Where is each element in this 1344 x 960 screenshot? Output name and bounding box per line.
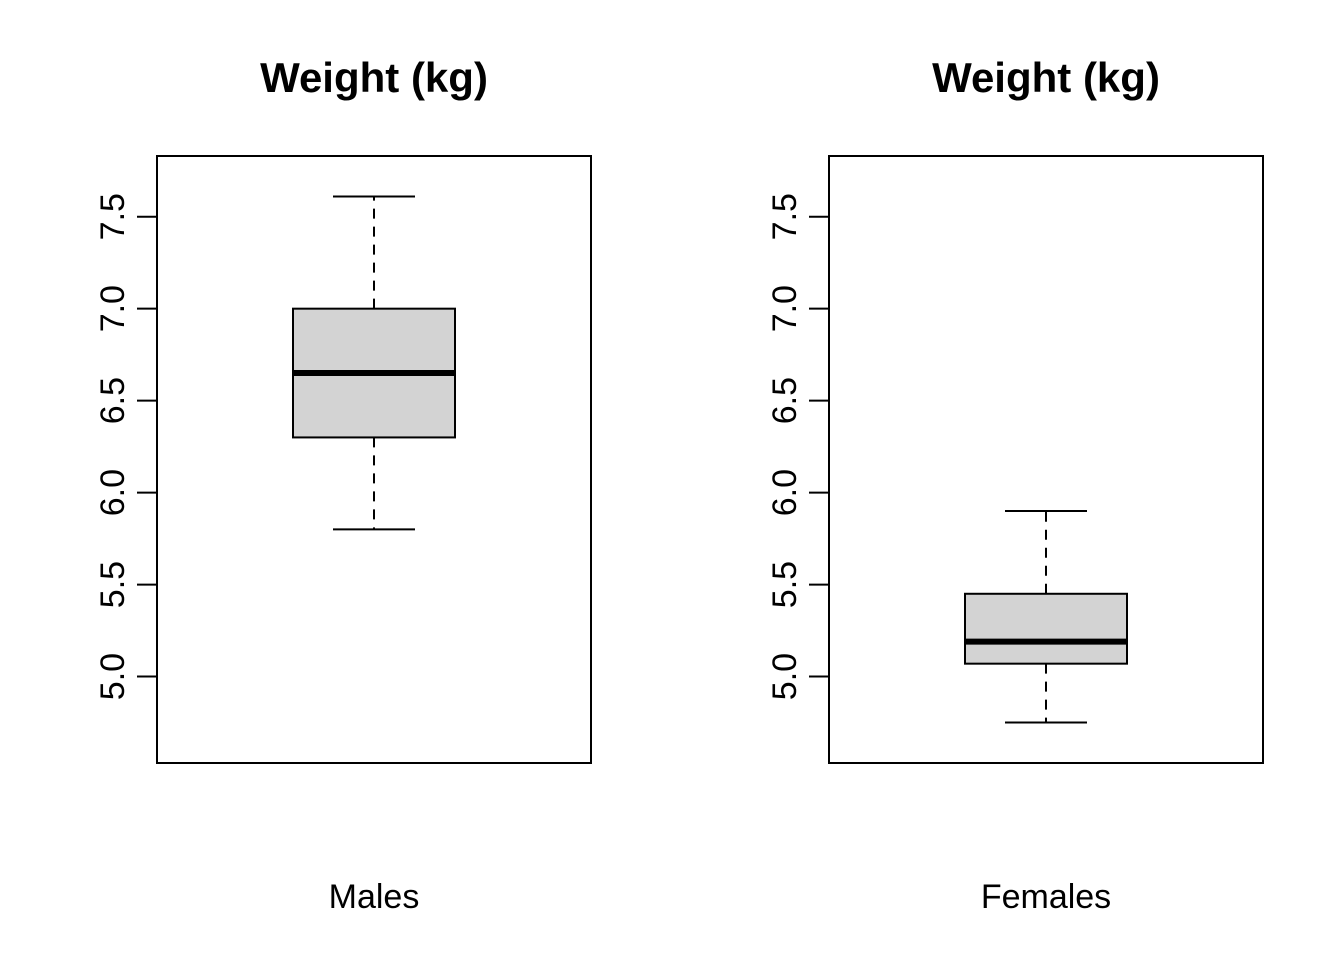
males-axis-label: Males: [328, 878, 420, 916]
panel-males-title: Weight (kg): [260, 54, 488, 101]
y-tick-label: 6.5: [766, 377, 804, 424]
y-tick-label: 6.5: [94, 377, 132, 424]
y-tick-label: 7.5: [94, 193, 132, 240]
y-tick-label: 5.5: [766, 561, 804, 608]
y-tick-label: 7.5: [766, 193, 804, 240]
y-tick-label: 7.0: [94, 285, 132, 332]
females-axis-label: Females: [980, 878, 1112, 916]
y-tick-label: 5.5: [94, 561, 132, 608]
y-tick-label: 7.0: [766, 285, 804, 332]
y-tick-label: 6.0: [94, 469, 132, 516]
y-tick-label: 5.0: [766, 653, 804, 700]
plot-frame: [156, 155, 592, 764]
panel-females-title: Weight (kg): [932, 54, 1160, 101]
plot-frame: [828, 155, 1264, 764]
iqr-box: [964, 592, 1128, 665]
y-tick-label: 5.0: [94, 653, 132, 700]
y-tick-label: 6.0: [766, 469, 804, 516]
